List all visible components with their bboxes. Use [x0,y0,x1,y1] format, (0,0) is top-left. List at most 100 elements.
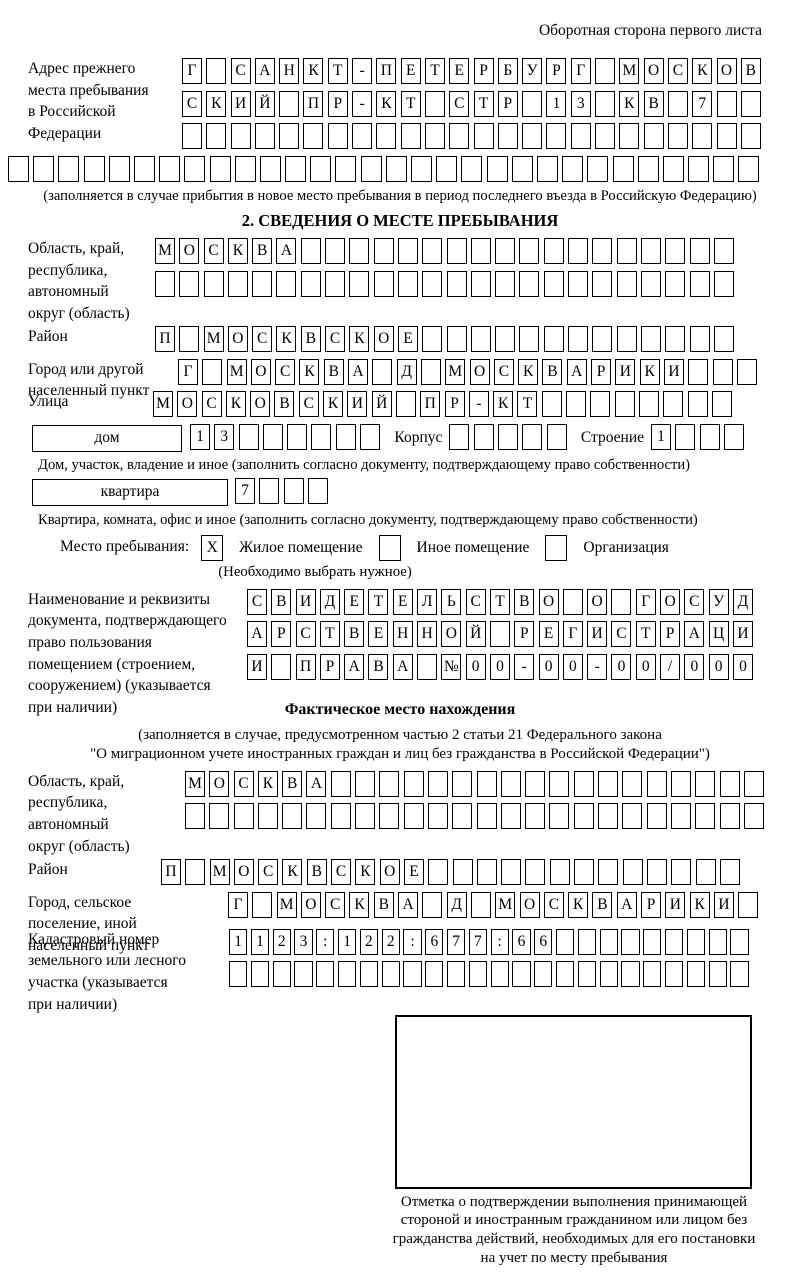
char-box[interactable]: 0 [708,653,729,680]
char-box[interactable] [592,326,613,352]
char-box[interactable] [470,891,491,918]
char-box[interactable]: Д [396,358,417,385]
char-box[interactable]: И [247,653,267,680]
char-box[interactable] [686,961,706,987]
char-box[interactable] [695,770,716,797]
char-box[interactable] [282,803,303,829]
char-box[interactable]: В [344,621,365,647]
char-box[interactable] [713,238,734,264]
char-box[interactable]: К [349,891,370,918]
char-box[interactable]: О [177,391,198,417]
char-box[interactable] [395,391,416,417]
char-box[interactable]: Т [635,621,656,647]
char-box[interactable]: Т [319,621,340,647]
char-box[interactable]: О [209,770,230,797]
char-box[interactable] [543,238,564,264]
char-box[interactable]: Р [641,891,662,918]
char-box[interactable]: - [352,58,373,84]
char-box[interactable] [279,123,300,149]
char-box[interactable] [229,961,248,987]
char-box[interactable]: А [616,891,637,918]
char-box[interactable]: Е [538,621,559,647]
char-box[interactable] [549,803,570,829]
char-box[interactable] [743,803,764,829]
char-box[interactable]: 6 [534,928,553,955]
char-box[interactable] [411,155,432,182]
char-box[interactable] [252,270,273,297]
char-box[interactable]: К [518,358,539,385]
char-box[interactable] [452,770,473,797]
char-box[interactable]: А [276,238,297,264]
char-box[interactable] [285,155,307,182]
char-box[interactable] [372,358,393,385]
char-box[interactable]: А [684,621,705,647]
char-box[interactable] [708,961,727,987]
char-box[interactable] [616,238,637,264]
char-box[interactable] [300,270,321,297]
char-box[interactable]: О [519,891,540,918]
char-box[interactable]: : [403,928,422,955]
char-box[interactable]: П [155,326,175,352]
char-box[interactable]: А [247,621,267,647]
char-box[interactable]: 2 [359,928,379,955]
char-box[interactable]: - [468,391,489,417]
char-box[interactable]: В [592,891,613,918]
char-box[interactable]: Р [660,621,681,647]
char-box[interactable]: М [153,391,173,417]
char-box[interactable]: 7 [468,928,488,955]
char-box[interactable]: М [445,358,466,385]
char-box[interactable] [670,803,691,829]
char-box[interactable]: - [587,653,608,680]
char-box[interactable]: Р [444,391,465,417]
char-box[interactable]: Е [449,58,470,84]
char-box[interactable] [497,423,518,450]
char-box[interactable] [254,123,275,149]
char-box[interactable]: М [276,891,297,918]
char-box[interactable]: Б [497,58,518,84]
char-box[interactable]: Р [514,621,535,647]
char-box[interactable]: Й [371,391,392,417]
char-box[interactable]: И [663,358,684,385]
char-box[interactable] [730,961,749,987]
char-box[interactable]: С [465,588,486,615]
char-box[interactable]: 7 [446,928,466,955]
char-box[interactable]: Р [319,653,340,680]
char-box[interactable]: Г [635,588,656,615]
char-box[interactable] [272,961,291,987]
char-box[interactable] [525,770,546,797]
char-box[interactable] [574,858,595,885]
char-box[interactable] [541,391,562,417]
char-box[interactable] [325,270,346,297]
char-box[interactable]: А [398,891,419,918]
char-box[interactable] [713,270,734,297]
char-box[interactable] [206,58,227,84]
char-box[interactable]: И [615,358,636,385]
char-box[interactable] [562,588,583,615]
char-box[interactable] [612,155,634,182]
char-box[interactable] [719,770,740,797]
char-box[interactable] [424,90,445,117]
char-box[interactable] [476,803,497,829]
char-box[interactable] [202,358,223,385]
char-box[interactable]: К [639,358,660,385]
char-box[interactable]: К [355,858,376,885]
char-box[interactable]: К [225,391,246,417]
char-box[interactable] [689,326,710,352]
char-box[interactable] [446,326,467,352]
char-box[interactable] [33,155,55,182]
char-box[interactable]: А [254,58,275,84]
char-box[interactable] [422,326,443,352]
char-box[interactable]: К [299,358,320,385]
char-box[interactable] [468,961,488,987]
char-box[interactable]: 7 [692,90,713,117]
char-box[interactable] [400,123,421,149]
char-box[interactable] [643,961,662,987]
char-box[interactable]: А [348,358,369,385]
char-box[interactable] [500,803,521,829]
char-box[interactable] [500,770,521,797]
char-box[interactable]: О [233,858,254,885]
char-box[interactable]: О [441,621,462,647]
char-box[interactable]: Е [403,858,424,885]
char-box[interactable]: С [182,90,202,117]
char-box[interactable]: К [276,326,297,352]
